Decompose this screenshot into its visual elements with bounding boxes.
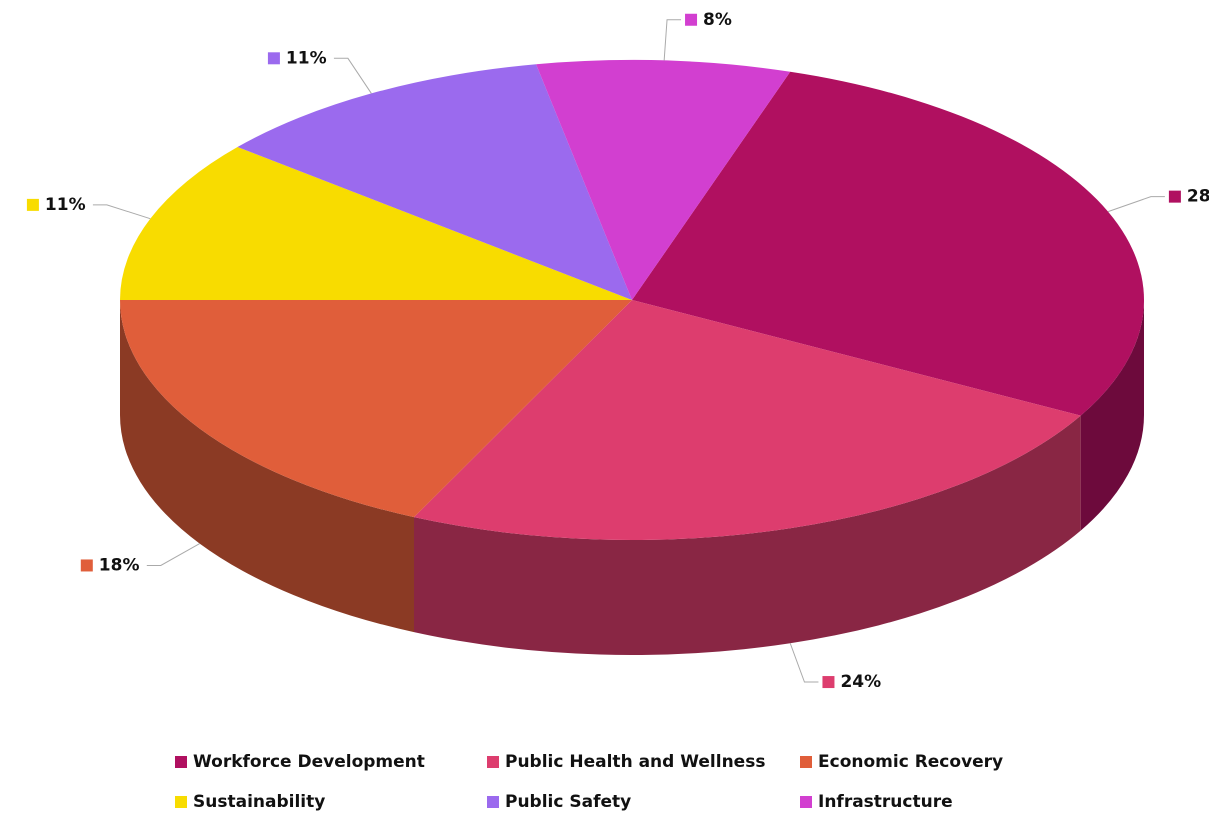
legend-swatch bbox=[800, 756, 812, 768]
legend-swatch bbox=[800, 796, 812, 808]
pie-slice bbox=[120, 147, 632, 300]
data-label: 11% bbox=[45, 195, 86, 215]
pie-slice bbox=[536, 60, 791, 300]
pie-slice bbox=[414, 300, 1081, 541]
data-label: 8% bbox=[703, 10, 732, 30]
label-swatch bbox=[1168, 190, 1181, 203]
pie-slice bbox=[632, 71, 1145, 416]
pie-side bbox=[1080, 300, 1144, 531]
pie-slice bbox=[120, 300, 632, 518]
legend-label: Economic Recovery bbox=[818, 752, 1003, 772]
label-swatch bbox=[685, 13, 698, 26]
legend-label: Workforce Development bbox=[193, 752, 425, 772]
leader-line bbox=[789, 643, 819, 683]
legend-label: Sustainability bbox=[193, 792, 325, 812]
label-swatch bbox=[80, 559, 93, 572]
leader-line bbox=[333, 57, 372, 94]
label-swatch bbox=[267, 52, 280, 65]
legend-swatch bbox=[487, 796, 499, 808]
legend-swatch bbox=[175, 756, 187, 768]
label-swatch bbox=[822, 676, 835, 689]
data-label: 18% bbox=[99, 555, 140, 575]
pie-side bbox=[120, 300, 415, 633]
legend-label: Infrastructure bbox=[818, 792, 953, 812]
pie-side bbox=[414, 415, 1081, 656]
leader-line bbox=[146, 543, 200, 566]
leader-line bbox=[663, 19, 682, 61]
legend-swatch bbox=[487, 756, 499, 768]
legend-label: Public Safety bbox=[505, 792, 631, 812]
data-label: 28% bbox=[1187, 187, 1209, 207]
legend-label: Public Health and Wellness bbox=[505, 752, 765, 772]
legend-swatch bbox=[175, 796, 187, 808]
leader-line bbox=[92, 204, 151, 220]
pie-slice bbox=[237, 64, 632, 300]
data-label: 24% bbox=[840, 672, 881, 692]
data-label: 11% bbox=[286, 48, 327, 68]
label-swatch bbox=[26, 198, 39, 211]
leader-line bbox=[1107, 196, 1165, 213]
